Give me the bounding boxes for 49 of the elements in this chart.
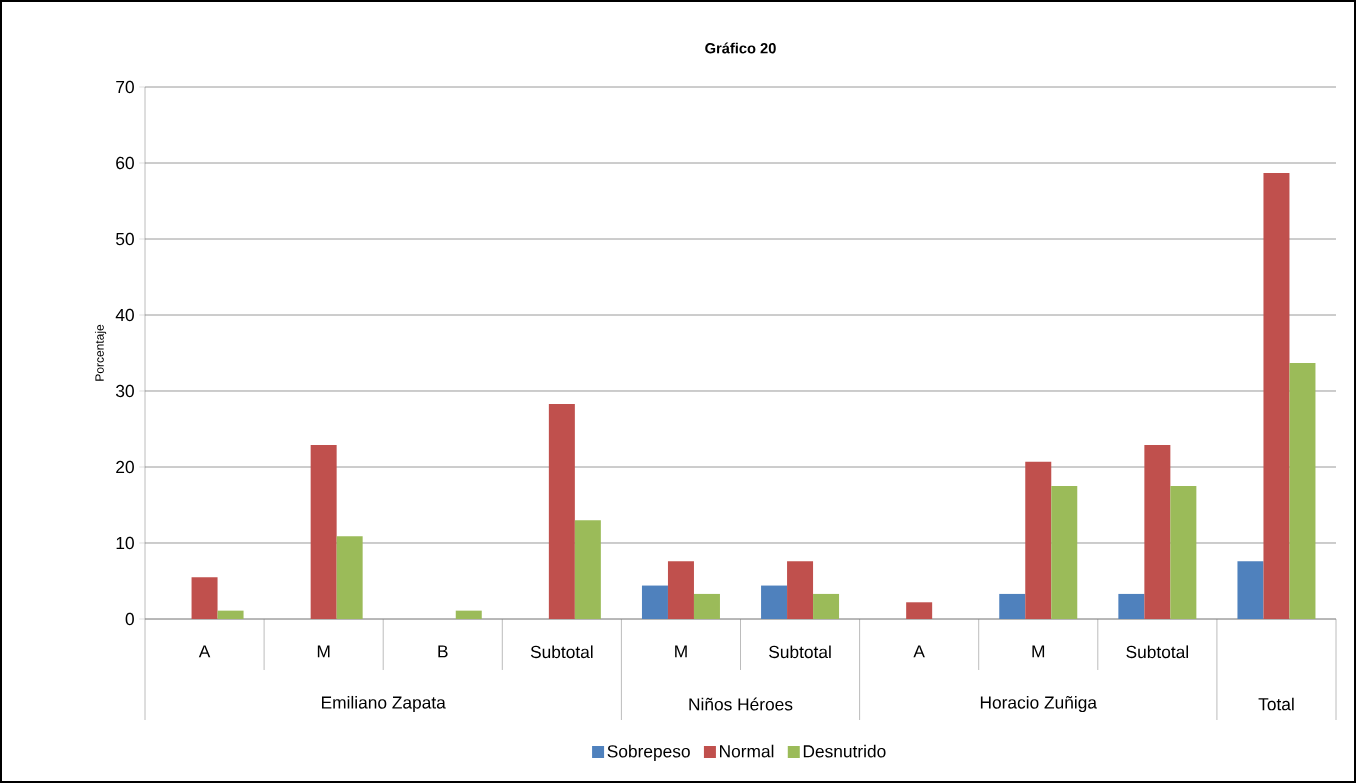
bar (1144, 444, 1171, 619)
x-tick-label: A (913, 645, 925, 658)
x-tick-label: Subtotal (769, 645, 831, 659)
x-tick-label: A (198, 645, 211, 658)
x-tick-label: B (438, 645, 448, 658)
bar (641, 585, 668, 619)
bar (999, 593, 1026, 619)
y-tick-label: 40 (115, 308, 134, 322)
x-tick-label: Subtotal (1126, 645, 1188, 659)
y-tick-label: 20 (116, 460, 134, 474)
bar (310, 444, 337, 619)
y-tick-label: 60 (116, 156, 134, 170)
y-tick-label: 30 (115, 384, 134, 398)
y-tick-label: 70 (116, 80, 134, 94)
bar (574, 520, 601, 619)
bar (906, 602, 933, 619)
bar (787, 561, 814, 619)
y-tick-label: 10 (116, 536, 134, 550)
bar (336, 536, 363, 619)
bar (1170, 486, 1197, 619)
x-tick-label: M (317, 645, 330, 658)
legend-label: Sobrepeso (607, 744, 690, 761)
bar (548, 403, 575, 619)
legend-label: Normal (720, 744, 774, 758)
bar (693, 593, 720, 619)
y-tick-label: 0 (125, 612, 134, 626)
bar (217, 610, 244, 619)
bar (667, 561, 694, 619)
text: Niños Héroes (689, 697, 793, 711)
bar (1237, 561, 1264, 619)
text: Emiliano Zapata (322, 695, 446, 713)
bar (455, 610, 482, 619)
x-tick-label: M (675, 645, 687, 658)
bar (191, 577, 218, 619)
y-tick-label: 50 (116, 232, 134, 246)
x-tick-label: M (1032, 645, 1045, 658)
bar (1263, 172, 1290, 619)
chart-title: Gráfico 20 (705, 42, 776, 54)
bar (1025, 461, 1052, 619)
text: Total (1258, 697, 1294, 711)
bar (813, 593, 840, 619)
bar (1051, 486, 1078, 619)
y-axis-title: Porcentaje (94, 324, 107, 381)
legend-label: Desnutrido (803, 744, 886, 758)
text: Horacio Zuñiga (980, 695, 1097, 713)
bar (1118, 593, 1145, 619)
bar (761, 585, 788, 619)
x-tick-label: Subtotal (530, 645, 593, 659)
bar (1289, 362, 1316, 619)
